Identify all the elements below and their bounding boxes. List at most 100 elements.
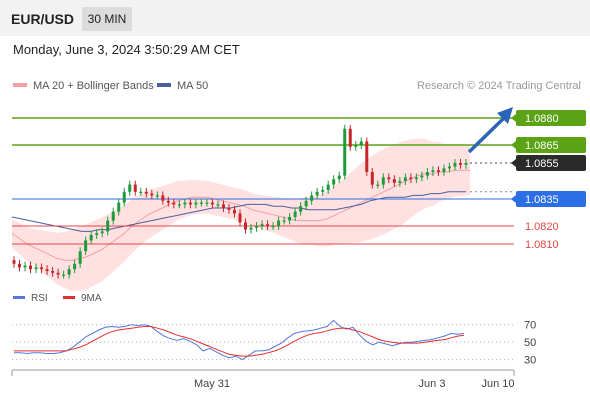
- rsi-ma-line: [14, 326, 465, 357]
- timeframe-badge[interactable]: 30 MIN: [82, 7, 132, 31]
- candle-body: [266, 224, 270, 226]
- candle-body: [51, 271, 55, 273]
- candle-body: [282, 220, 286, 222]
- candle-body: [337, 175, 341, 180]
- candle-body: [447, 166, 451, 169]
- rsi-tick-label: 70: [524, 320, 536, 332]
- candle-body: [271, 226, 275, 228]
- candle-body: [89, 235, 93, 241]
- candle-body: [106, 220, 110, 232]
- candle-body: [73, 263, 77, 270]
- rsi-ma-label: 9MA: [81, 293, 102, 304]
- credit-text: Research © 2024 Trading Central: [416, 80, 581, 92]
- candle-body: [409, 177, 413, 180]
- candle-body: [381, 177, 385, 185]
- candle-body: [56, 272, 60, 275]
- candle-body: [29, 265, 33, 270]
- candle-body: [199, 202, 203, 204]
- candle-body: [45, 269, 49, 271]
- legend-ma50: MA 50: [157, 80, 208, 92]
- candle-body: [315, 191, 319, 196]
- candle-body: [288, 217, 292, 221]
- legend-ma20: MA 20 + Bollinger Bands: [13, 80, 154, 92]
- candle-body: [84, 240, 88, 252]
- symbol-title: EUR/USD: [11, 11, 75, 27]
- candle-body: [144, 191, 148, 194]
- candle-body: [78, 251, 82, 264]
- level-badge: [516, 110, 586, 126]
- candle-body: [453, 163, 457, 167]
- rsi-tick-label: 50: [524, 337, 536, 349]
- level-badge-pointer: [511, 114, 516, 122]
- candle-body: [139, 191, 143, 193]
- candle-body: [40, 267, 44, 270]
- candle-body: [458, 163, 462, 165]
- candle-body: [238, 213, 242, 223]
- candle-body: [111, 211, 115, 221]
- candle-body: [431, 170, 435, 172]
- candle-body: [23, 265, 27, 268]
- candle-body: [67, 269, 71, 275]
- candle-body: [177, 204, 181, 206]
- ma50-label: MA 50: [177, 80, 209, 92]
- candle-body: [117, 202, 121, 212]
- candle-body: [326, 184, 330, 190]
- level-label: 1.0880: [525, 113, 559, 125]
- candle-body: [194, 202, 198, 205]
- candle-body: [343, 128, 347, 176]
- candle-body: [414, 177, 418, 180]
- legend-rsi: RSI: [13, 293, 48, 304]
- rsi-label: RSI: [31, 293, 48, 304]
- candle-body: [205, 202, 209, 204]
- ma20-label: MA 20 + Bollinger Bands: [33, 80, 154, 92]
- candle-body: [161, 195, 165, 201]
- candle-body: [12, 260, 16, 264]
- candle-body: [425, 172, 429, 176]
- x-tick-label: Jun 10: [481, 378, 514, 390]
- candle-body: [387, 177, 391, 180]
- ma50-swatch: [157, 83, 171, 88]
- candle-body: [392, 179, 396, 183]
- level-badge-pointer: [511, 195, 516, 203]
- timestamp: Monday, June 3, 2024 3:50:29 AM CET: [13, 42, 240, 57]
- level-label: 1.0810: [525, 239, 559, 251]
- candle-body: [166, 200, 170, 203]
- candle-body: [403, 177, 407, 181]
- candle-body: [62, 274, 66, 276]
- candle-body: [332, 179, 336, 185]
- legend-rsi-ma: 9MA: [63, 293, 102, 304]
- candle-body: [304, 200, 308, 207]
- candle-body: [133, 184, 137, 192]
- candle-body: [249, 227, 253, 230]
- candle-body: [232, 209, 236, 214]
- candle-body: [150, 193, 154, 196]
- forecast-arrow-shaft: [467, 116, 506, 154]
- candle-body: [277, 220, 281, 226]
- level-badge-pointer: [511, 141, 516, 149]
- candle-body: [18, 263, 22, 268]
- rsi-tick-label: 30: [524, 355, 536, 367]
- level-label: 1.0865: [525, 140, 559, 152]
- candle-body: [348, 128, 352, 147]
- candle-body: [376, 184, 380, 186]
- candle-body: [155, 195, 159, 197]
- level-label: 1.0820: [525, 221, 559, 233]
- candle-body: [95, 233, 99, 235]
- candle-body: [216, 204, 220, 206]
- candle-body: [436, 170, 440, 172]
- candle-body: [122, 191, 126, 203]
- candle-body: [321, 190, 325, 192]
- candle-body: [255, 226, 259, 228]
- rsi-swatch: [13, 295, 25, 299]
- candle-body: [128, 184, 132, 192]
- candle-body: [354, 145, 358, 147]
- candle-body: [244, 222, 248, 230]
- ma20-swatch: [13, 83, 27, 88]
- chart-header: EUR/USD 30 MIN: [0, 0, 590, 36]
- candle-body: [365, 141, 369, 172]
- x-tick-label: May 31: [194, 378, 230, 390]
- forecast-arrowhead: [497, 107, 513, 124]
- candle-body: [172, 202, 176, 205]
- candle-body: [227, 208, 231, 210]
